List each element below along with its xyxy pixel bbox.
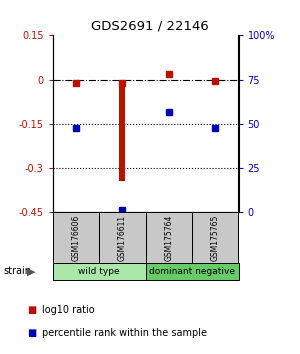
Text: GSM176606: GSM176606 [71, 215, 80, 261]
Text: strain: strain [3, 266, 31, 276]
Text: percentile rank within the sample: percentile rank within the sample [42, 329, 207, 338]
Text: wild type: wild type [78, 267, 120, 276]
Text: ■: ■ [27, 329, 36, 338]
Bar [146, 212, 192, 264]
Text: ▶: ▶ [27, 266, 36, 276]
Text: GSM176611: GSM176611 [118, 215, 127, 261]
Bar [192, 212, 238, 264]
Text: GDS2691 / 22146: GDS2691 / 22146 [91, 19, 209, 33]
Bar [146, 263, 238, 280]
Text: log10 ratio: log10 ratio [42, 305, 94, 315]
Bar [119, 82, 125, 181]
Text: GSM175764: GSM175764 [164, 215, 173, 261]
Bar [99, 212, 146, 264]
Bar [52, 212, 99, 264]
Text: GSM175765: GSM175765 [211, 215, 220, 261]
Text: dominant negative: dominant negative [149, 267, 235, 276]
Bar [52, 263, 146, 280]
Text: ■: ■ [27, 305, 36, 315]
